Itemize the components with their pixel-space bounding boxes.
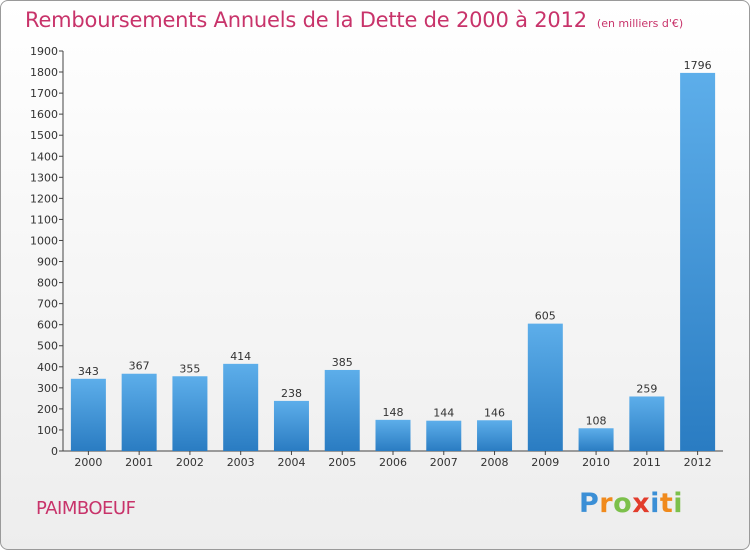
bar-2004 [273,400,309,451]
data-label: 355 [179,362,200,375]
y-tick-label: 500 [37,340,58,353]
bar-2007 [426,420,462,451]
y-tick-label: 1800 [30,66,58,79]
x-tick-label: 2011 [633,456,661,469]
bar-2008 [477,420,513,451]
logo-letter: o [613,488,633,519]
data-label: 148 [383,406,404,419]
y-tick-label: 1700 [30,87,58,100]
bar-2000 [70,378,106,451]
data-label: 385 [332,356,353,369]
y-tick-label: 1200 [30,192,58,205]
data-label: 259 [636,382,657,395]
title-text: Remboursements Annuels de la Dette de 20… [25,8,587,32]
bar-2001 [121,373,157,451]
bar-2010 [578,428,614,451]
y-tick-label: 1300 [30,171,58,184]
y-tick-label: 1900 [30,45,58,58]
bars: 343 367 355 414 238 385 148 144 146 605 108 259 1796 [70,59,716,451]
y-tick-label: 100 [37,424,58,437]
y-tick-label: 700 [37,298,58,311]
x-tick-label: 2001 [125,456,153,469]
data-label: 144 [433,407,454,420]
logo-letter: i [650,488,660,519]
x-tick-label: 2000 [74,456,102,469]
y-tick-label: 200 [37,403,58,416]
x-tick-label: 2007 [430,456,458,469]
y-tick-label: 1100 [30,213,58,226]
x-tick-label: 2010 [582,456,610,469]
logo-letter: i [673,488,684,519]
bar-2012 [680,72,716,451]
data-label: 1796 [684,59,712,72]
data-label: 146 [484,406,505,419]
x-tick-label: 2008 [481,456,509,469]
x-tick-label: 2004 [277,456,305,469]
data-label: 343 [78,365,99,378]
data-label: 367 [129,360,150,373]
y-tick-label: 0 [51,445,58,458]
y-tick-label: 1000 [30,234,58,247]
y-tick-label: 1400 [30,150,58,163]
y-tick-label: 1500 [30,129,58,142]
bar-2002 [172,376,208,451]
title-unit: (en milliers d'€) [596,17,684,30]
logo-letter: P [579,488,600,519]
x-tick-label: 2003 [227,456,255,469]
logo-letter: t [659,488,674,519]
y-tick-label: 300 [37,382,58,395]
logo-letter: r [599,488,614,519]
data-label: 414 [230,350,251,363]
bar-2009 [527,323,563,451]
axes: 0 100 200 300 400 500 600 700 800 900 1000 1100 1200… [30,45,723,469]
chart-title: Remboursements Annuels de la Dette de 20… [25,8,683,32]
y-tick-label: 1600 [30,108,58,121]
y-tick-label: 600 [37,319,58,332]
data-label: 238 [281,387,302,400]
proxiti-logo: Proxiti [579,488,683,519]
x-tick-label: 2006 [379,456,407,469]
y-tick-label: 800 [37,277,58,290]
bar-2005 [324,369,360,451]
data-label: 108 [586,414,607,427]
x-tick-label: 2012 [684,456,712,469]
commune-name: PAIMBOEUF [36,498,136,519]
y-tick-label: 400 [37,361,58,374]
data-label: 605 [535,310,556,323]
x-tick-label: 2002 [176,456,204,469]
bar-2006 [375,419,411,451]
bar-2011 [629,396,665,451]
logo-letter: x [632,488,651,519]
y-tick-label: 900 [37,256,58,269]
x-tick-label: 2009 [531,456,559,469]
bar-2003 [223,363,259,451]
x-tick-label: 2005 [328,456,356,469]
